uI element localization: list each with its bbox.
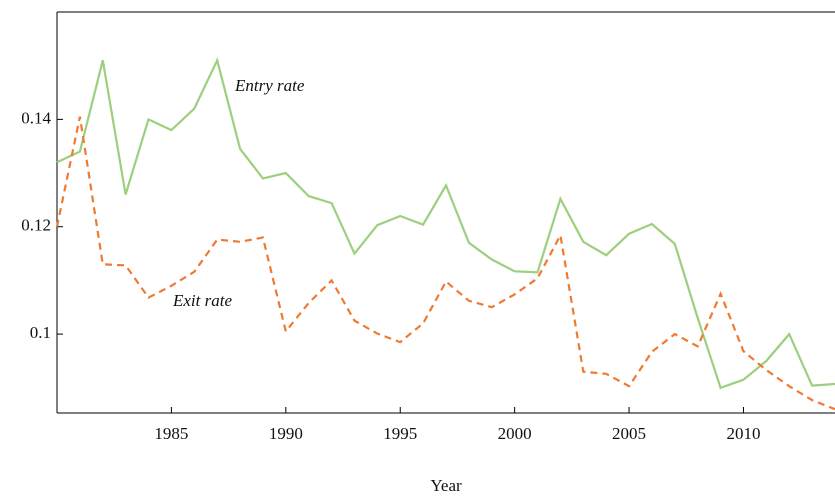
x-axis-label: Year (430, 476, 462, 495)
series-label: Exit rate (172, 291, 232, 310)
y-tick-label: 0.14 (21, 108, 51, 127)
x-tick-label: 2010 (726, 424, 760, 443)
y-tick-label: 0.12 (21, 216, 51, 235)
x-tick-label: 1990 (269, 424, 303, 443)
x-tick-label: 1995 (383, 424, 417, 443)
x-tick-label: 2005 (612, 424, 646, 443)
x-tick-label: 2000 (498, 424, 532, 443)
y-tick-label: 0.1 (30, 323, 51, 342)
series-line (56, 57, 835, 390)
series-label: Entry rate (234, 76, 305, 95)
series-line (55, 116, 835, 411)
x-tick-label: 1985 (154, 424, 188, 443)
